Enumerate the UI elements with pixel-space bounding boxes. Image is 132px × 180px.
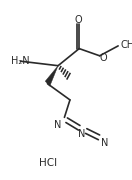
Text: HCl: HCl <box>39 158 57 168</box>
Text: H₂N: H₂N <box>11 56 30 66</box>
Text: CH₃: CH₃ <box>120 40 132 50</box>
Text: O: O <box>99 53 107 63</box>
Polygon shape <box>45 66 58 86</box>
Text: O: O <box>75 15 82 25</box>
Text: N: N <box>78 129 86 139</box>
Text: N: N <box>101 138 108 148</box>
Text: N: N <box>54 120 62 130</box>
